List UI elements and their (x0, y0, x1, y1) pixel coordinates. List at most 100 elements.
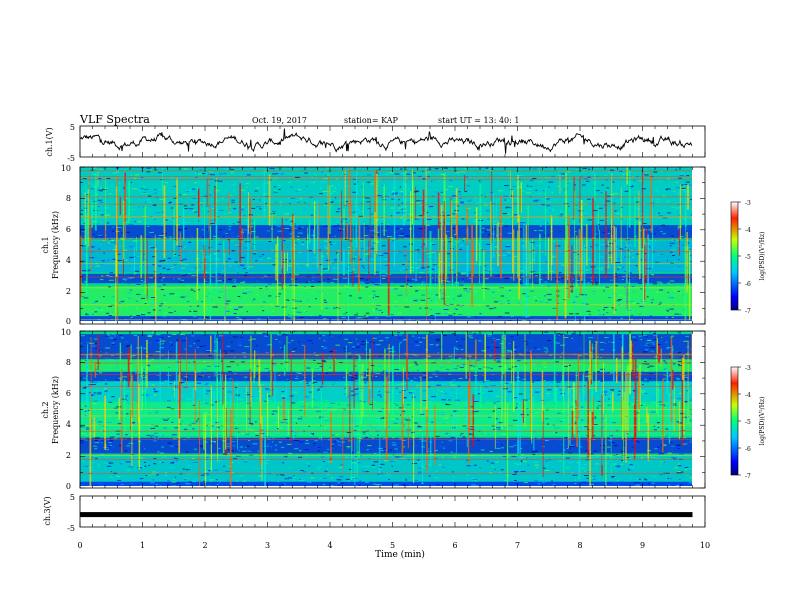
spectrogram-speckle (239, 264, 245, 266)
spectrogram-speckle (264, 335, 269, 337)
spectrogram-speckle (330, 477, 334, 479)
spectrogram-speckle (540, 185, 543, 187)
spectrogram-spike (116, 175, 118, 256)
spectrogram-speckle (434, 457, 438, 459)
spectrogram-speckle (240, 446, 244, 448)
spectrogram-speckle (669, 356, 672, 358)
spectrogram-spike (451, 238, 454, 304)
spectrogram-speckle (603, 307, 609, 308)
spectrogram-speckle (644, 188, 647, 190)
spectrogram-speckle (164, 182, 168, 184)
spectrogram-spike (173, 206, 175, 257)
spectrogram-speckle (466, 200, 471, 202)
spectrogram-speckle (420, 287, 425, 289)
spectrogram-speckle (364, 235, 369, 237)
ch1-ytick-6: 6 (66, 225, 71, 234)
spectrogram-speckle (484, 386, 488, 388)
spectrogram-speckle (200, 314, 203, 316)
spectrogram-speckle (188, 208, 194, 210)
spectrogram-speckle (484, 195, 486, 197)
spectrogram-speckle (635, 440, 638, 442)
spectrogram-speckle (128, 238, 133, 240)
spectrogram-speckle (182, 383, 187, 385)
spectrogram-speckle (232, 208, 237, 210)
spectrogram-speckle (560, 277, 564, 279)
spectrogram-speckle (284, 455, 288, 457)
spectrogram-speckle (102, 188, 107, 190)
spectrogram-speckle (340, 335, 342, 337)
spectrogram-speckle (184, 275, 186, 277)
spectrogram-speckle (489, 271, 492, 273)
spectrogram-speckle (342, 277, 348, 279)
spectrogram-speckle (518, 393, 523, 395)
spectrogram-speckle (606, 313, 610, 315)
spectrogram-speckle (366, 181, 371, 183)
spectrogram-speckle (626, 298, 630, 300)
spectrogram-speckle (501, 433, 507, 435)
spectrogram-spike (518, 215, 520, 300)
spectrogram-spike (629, 249, 630, 321)
spectrogram-speckle (311, 364, 317, 366)
spectrogram-spike (493, 191, 495, 258)
spectrogram-speckle (482, 350, 485, 352)
spectrogram-speckle (609, 279, 613, 281)
spectrogram-speckle (112, 172, 117, 174)
spectrogram-speckle (179, 314, 184, 316)
spectrogram-speckle (289, 284, 294, 286)
spectrogram-speckle (591, 279, 593, 281)
spectrogram-speckle (141, 217, 145, 219)
spectrogram-speckle (152, 264, 155, 266)
spectrogram-speckle (487, 334, 493, 335)
spectrogram-speckle (280, 204, 282, 206)
spectrogram-speckle (117, 423, 122, 425)
spectrogram-speckle (372, 290, 376, 292)
spectrogram-speckle (520, 167, 523, 169)
spectrogram-speckle (664, 361, 667, 363)
spectrogram-speckle (170, 295, 172, 297)
spectrogram-speckle (647, 481, 652, 483)
spectrogram-speckle (221, 270, 226, 272)
spectrogram-speckle (426, 218, 432, 220)
spectrogram-speckle (127, 292, 132, 294)
spectrogram-speckle (487, 433, 491, 435)
spectrogram-speckle (283, 333, 288, 335)
spectrogram-speckle (394, 403, 396, 405)
spectrogram-speckle (389, 279, 393, 281)
spectrogram-speckle (370, 237, 374, 239)
spectrogram-speckle (418, 215, 423, 217)
spectrogram-speckle (685, 378, 687, 379)
spectrogram-speckle (313, 352, 316, 354)
spectrogram-speckle (319, 417, 321, 419)
spectrogram-spike (154, 234, 156, 302)
spectrogram-speckle (503, 388, 508, 390)
spectrogram-spike (84, 184, 86, 248)
spectrogram-speckle (576, 292, 579, 294)
spectrogram-speckle (569, 259, 572, 261)
spectrogram-speckle (161, 303, 163, 305)
spectrogram-speckle (257, 322, 259, 323)
spectrogram-speckle (108, 193, 112, 195)
spectrogram-speckle (180, 217, 184, 219)
spectrogram-speckle (153, 219, 156, 220)
spectrogram-speckle (639, 230, 643, 232)
spectrogram-speckle (310, 176, 314, 178)
spectrogram-speckle (253, 468, 256, 470)
spectrogram-speckle (208, 194, 212, 196)
spectrogram-speckle (598, 314, 603, 316)
spectrogram-speckle (193, 290, 196, 292)
spectrogram-speckle (218, 387, 220, 389)
spectrogram-speckle (453, 234, 457, 236)
spectrogram-speckle (262, 332, 267, 334)
spectrogram-speckle (212, 364, 216, 366)
spectrogram-speckle (109, 239, 112, 241)
spectrogram-speckle (372, 337, 377, 339)
spectrogram-speckle (267, 257, 272, 259)
spectrogram-spike (471, 224, 473, 307)
spectrogram-speckle (181, 322, 184, 323)
spectrogram-speckle (207, 385, 212, 387)
spectrogram-speckle (391, 358, 397, 360)
spectrogram-speckle (305, 318, 308, 320)
spectrogram-speckle (435, 313, 441, 315)
spectrogram-speckle (421, 284, 427, 286)
spectrogram-speckle (182, 468, 186, 470)
